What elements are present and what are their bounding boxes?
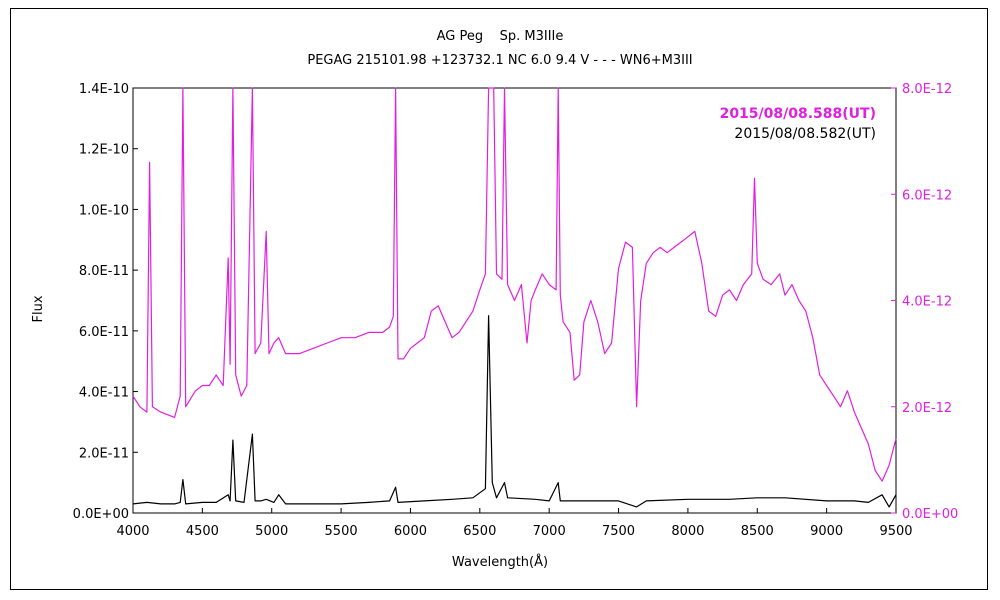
chart-title: AG Peg Sp. M3IIIe	[437, 29, 564, 44]
series-black	[132, 315, 897, 508]
x-tick-label: 5000	[255, 524, 288, 539]
tick-marks	[132, 87, 897, 514]
x-tick-label: 9500	[879, 524, 912, 539]
tick-labels: 4000 4500 5000 5500 6000 6500 7000 7500 8000 8500…	[73, 82, 959, 539]
x-axis-label: Wavelength(Å)	[452, 554, 548, 570]
y-right-tick-label: 8.0E-12	[902, 82, 952, 97]
y-right-tick-label: 4.0E-12	[902, 295, 952, 310]
y-right-tick-label: 6.0E-12	[902, 188, 952, 203]
series-line-magenta	[132, 87, 897, 482]
y-left-tick-label: 2.0E-11	[79, 446, 129, 461]
y-axis-label: Flux	[31, 295, 46, 322]
y-left-tick-label: 1.4E-10	[79, 82, 129, 97]
x-tick-label: 8000	[671, 524, 704, 539]
chart-subtitle: PEGAG 215101.98 +123732.1 NC 6.0 9.4 V -…	[307, 53, 692, 68]
legend-black: 2015/08/08.582(UT)	[734, 126, 876, 142]
y-right-tick-label: 2.0E-12	[902, 401, 952, 416]
legend-magenta: 2015/08/08.588(UT)	[720, 106, 876, 122]
y-left-tick-label: 4.0E-11	[79, 386, 129, 401]
y-left-tick-label: 1.0E-10	[79, 203, 129, 218]
series-magenta	[132, 87, 897, 482]
x-tick-label: 6000	[394, 524, 427, 539]
spectrum-chart: AG Peg Sp. M3IIIe PEGAG 215101.98 +12373…	[31, 29, 959, 570]
y-left-tick-label: 1.2E-10	[79, 143, 129, 158]
x-tick-label: 4500	[186, 524, 219, 539]
y-left-tick-label: 6.0E-11	[79, 325, 129, 340]
chart-frame: AG Peg Sp. M3IIIe PEGAG 215101.98 +12373…	[10, 8, 988, 590]
x-tick-label: 8500	[741, 524, 774, 539]
x-tick-label: 9000	[810, 524, 843, 539]
x-tick-label: 6500	[463, 524, 496, 539]
x-tick-label: 5500	[325, 524, 358, 539]
series-line-black	[132, 315, 897, 508]
y-right-tick-label: 0.0E+00	[902, 507, 958, 522]
x-tick-label: 7000	[533, 524, 566, 539]
y-left-tick-label: 0.0E+00	[73, 507, 129, 522]
y-left-tick-label: 8.0E-11	[79, 264, 129, 279]
x-tick-label: 7500	[602, 524, 635, 539]
x-tick-label: 4000	[116, 524, 149, 539]
